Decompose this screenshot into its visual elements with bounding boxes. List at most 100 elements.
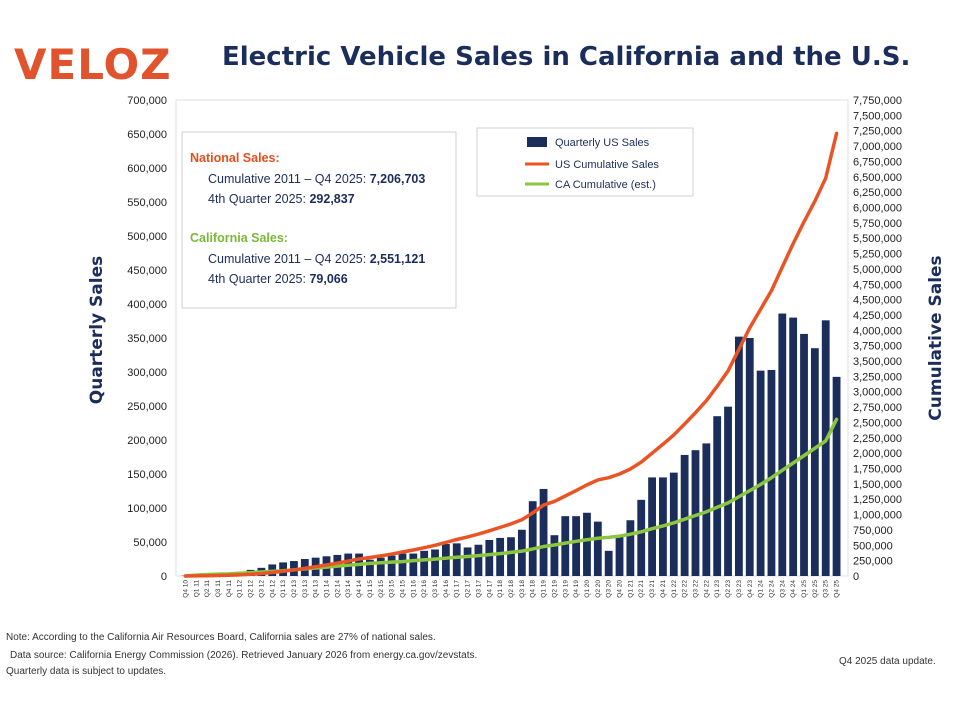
left-tick-label: 700,000 bbox=[127, 95, 167, 107]
x-tick-label: Q4 15 bbox=[399, 580, 406, 598]
cumulative-lines bbox=[183, 131, 839, 578]
footer-disclaimer: Quarterly data is subject to updates. bbox=[6, 666, 167, 677]
x-tick-label: Q2 22 bbox=[682, 580, 689, 598]
footer-source: Data source: California Energy Commissio… bbox=[10, 650, 478, 661]
bar-q4-17 bbox=[485, 539, 494, 576]
x-tick-label: Q2 19 bbox=[551, 580, 558, 598]
x-tick-label: Q2 11 bbox=[204, 580, 211, 598]
x-tick-label: Q1 13 bbox=[280, 580, 287, 598]
x-tick-label: Q3 20 bbox=[606, 580, 613, 598]
x-tick-label: Q4 12 bbox=[269, 580, 276, 598]
national-quarter-value: 292,837 bbox=[309, 192, 354, 206]
legend-swatch-bars bbox=[527, 137, 547, 147]
x-tick-label: Q2 23 bbox=[725, 580, 732, 598]
bar-q3-16 bbox=[431, 549, 439, 576]
legend-frame bbox=[476, 127, 694, 197]
bar-q4-20 bbox=[615, 535, 624, 576]
national-cumulative: Cumulative 2011 – Q4 2025: 7,206,703 bbox=[208, 172, 425, 186]
california-quarter-label: 4th Quarter 2025: bbox=[208, 272, 306, 286]
california-heading: California Sales: bbox=[190, 231, 288, 245]
left-axis-ticks: 700,000 650,000 600,000 550,000 500,000 450,0… bbox=[127, 95, 167, 583]
x-tick-label: Q1 15 bbox=[367, 580, 374, 598]
x-tick-label: Q4 11 bbox=[226, 580, 233, 598]
x-tick-label: Q2 13 bbox=[291, 580, 298, 598]
right-tick-label: 7,000,000 bbox=[853, 141, 902, 153]
x-tick-label: Q1 17 bbox=[454, 580, 461, 598]
x-tick-label: Q4 23 bbox=[747, 580, 754, 598]
veloz-logo: VELOZ bbox=[14, 40, 172, 89]
california-cumulative-label: Cumulative 2011 – Q4 2025: bbox=[208, 252, 366, 266]
legend: Quarterly US Sales US Cumulative Sales C… bbox=[476, 127, 694, 197]
x-tick-label: Q1 16 bbox=[410, 580, 417, 598]
bar-q4-23 bbox=[745, 338, 754, 576]
x-tick-label: Q1 11 bbox=[193, 580, 200, 598]
bar-q1-20 bbox=[583, 512, 591, 576]
national-heading: National Sales: bbox=[190, 151, 280, 165]
right-tick-label: 7,250,000 bbox=[853, 126, 902, 138]
bar-q2-17 bbox=[463, 547, 472, 576]
bar-q3-24 bbox=[778, 313, 787, 576]
bar-q2-20 bbox=[593, 521, 602, 576]
right-tick-label: 750,000 bbox=[853, 525, 893, 537]
california-cumulative-value: 2,551,121 bbox=[370, 252, 426, 266]
right-tick-label: 6,500,000 bbox=[853, 172, 902, 184]
right-tick-label: 7,500,000 bbox=[853, 110, 902, 122]
x-tick-label: Q3 17 bbox=[475, 580, 482, 598]
left-tick-label: 600,000 bbox=[127, 163, 167, 175]
x-axis-ticks: Q4 10 Q1 11 Q2 11 Q3 11 Q4 11 Q1 12 Q2 12 Q3 12… bbox=[182, 580, 840, 598]
x-tick-label: Q2 14 bbox=[334, 580, 341, 598]
x-tick-label: Q4 17 bbox=[486, 580, 493, 598]
right-tick-label: 3,250,000 bbox=[853, 371, 902, 383]
us-cumulative-line bbox=[183, 131, 839, 578]
x-tick-label: Q1 18 bbox=[497, 580, 504, 598]
x-tick-label: Q1 23 bbox=[714, 580, 721, 598]
x-tick-label: Q3 15 bbox=[389, 580, 396, 598]
bar-q3-17 bbox=[474, 544, 483, 576]
x-tick-label: Q2 21 bbox=[638, 580, 645, 598]
right-tick-label: 1,750,000 bbox=[853, 464, 902, 476]
left-tick-label: 300,000 bbox=[127, 367, 167, 379]
right-tick-label: 5,750,000 bbox=[853, 218, 902, 230]
legend-label-bars: Quarterly US Sales bbox=[555, 137, 650, 149]
bar-q1-15 bbox=[366, 559, 374, 576]
info-box: National Sales: Cumulative 2011 – Q4 202… bbox=[181, 131, 457, 309]
national-cumulative-label: Cumulative 2011 – Q4 2025: bbox=[208, 172, 366, 186]
x-tick-label: Q4 24 bbox=[790, 580, 797, 598]
x-tick-label: Q3 19 bbox=[562, 580, 569, 598]
x-tick-label: Q2 12 bbox=[248, 580, 255, 598]
bar-q3-20 bbox=[604, 550, 613, 576]
right-tick-label: 5,250,000 bbox=[853, 249, 902, 261]
x-tick-label: Q4 16 bbox=[443, 580, 450, 598]
x-tick-label: Q3 22 bbox=[692, 580, 699, 598]
right-tick-label: 2,000,000 bbox=[853, 448, 902, 460]
bar-q3-19 bbox=[561, 516, 570, 576]
right-tick-label: 2,250,000 bbox=[853, 433, 902, 445]
national-cumulative-value: 7,206,703 bbox=[370, 172, 426, 186]
x-tick-label: Q3 21 bbox=[649, 580, 656, 598]
x-tick-label: Q3 16 bbox=[432, 580, 439, 598]
bar-q2-25 bbox=[810, 348, 819, 576]
bar-q3-22 bbox=[691, 450, 700, 576]
x-tick-label: Q4 14 bbox=[356, 580, 363, 598]
x-tick-label: Q4 20 bbox=[617, 580, 624, 598]
right-tick-label: 4,000,000 bbox=[853, 325, 902, 337]
x-tick-label: Q2 15 bbox=[378, 580, 385, 598]
footer-note: Note: According to the California Air Re… bbox=[6, 632, 436, 643]
left-tick-label: 100,000 bbox=[127, 503, 167, 515]
legend-label-ca: CA Cumulative (est.) bbox=[555, 179, 656, 191]
bar-q1-24 bbox=[756, 370, 765, 576]
left-tick-label: 350,000 bbox=[127, 333, 167, 345]
right-tick-label: 1,000,000 bbox=[853, 510, 902, 522]
x-tick-label: Q4 10 bbox=[182, 580, 189, 598]
x-tick-label: Q3 11 bbox=[215, 580, 222, 598]
bar-q1-21 bbox=[626, 520, 635, 576]
bar-q4-19 bbox=[572, 516, 581, 576]
bar-q2-15 bbox=[376, 557, 385, 576]
national-quarter: 4th Quarter 2025: 292,837 bbox=[208, 192, 355, 206]
left-tick-label: 200,000 bbox=[127, 435, 167, 447]
x-tick-label: Q1 21 bbox=[627, 580, 634, 598]
bar-q3-21 bbox=[648, 477, 656, 576]
left-tick-label: 650,000 bbox=[127, 129, 167, 141]
california-quarter-value: 79,066 bbox=[309, 272, 347, 286]
